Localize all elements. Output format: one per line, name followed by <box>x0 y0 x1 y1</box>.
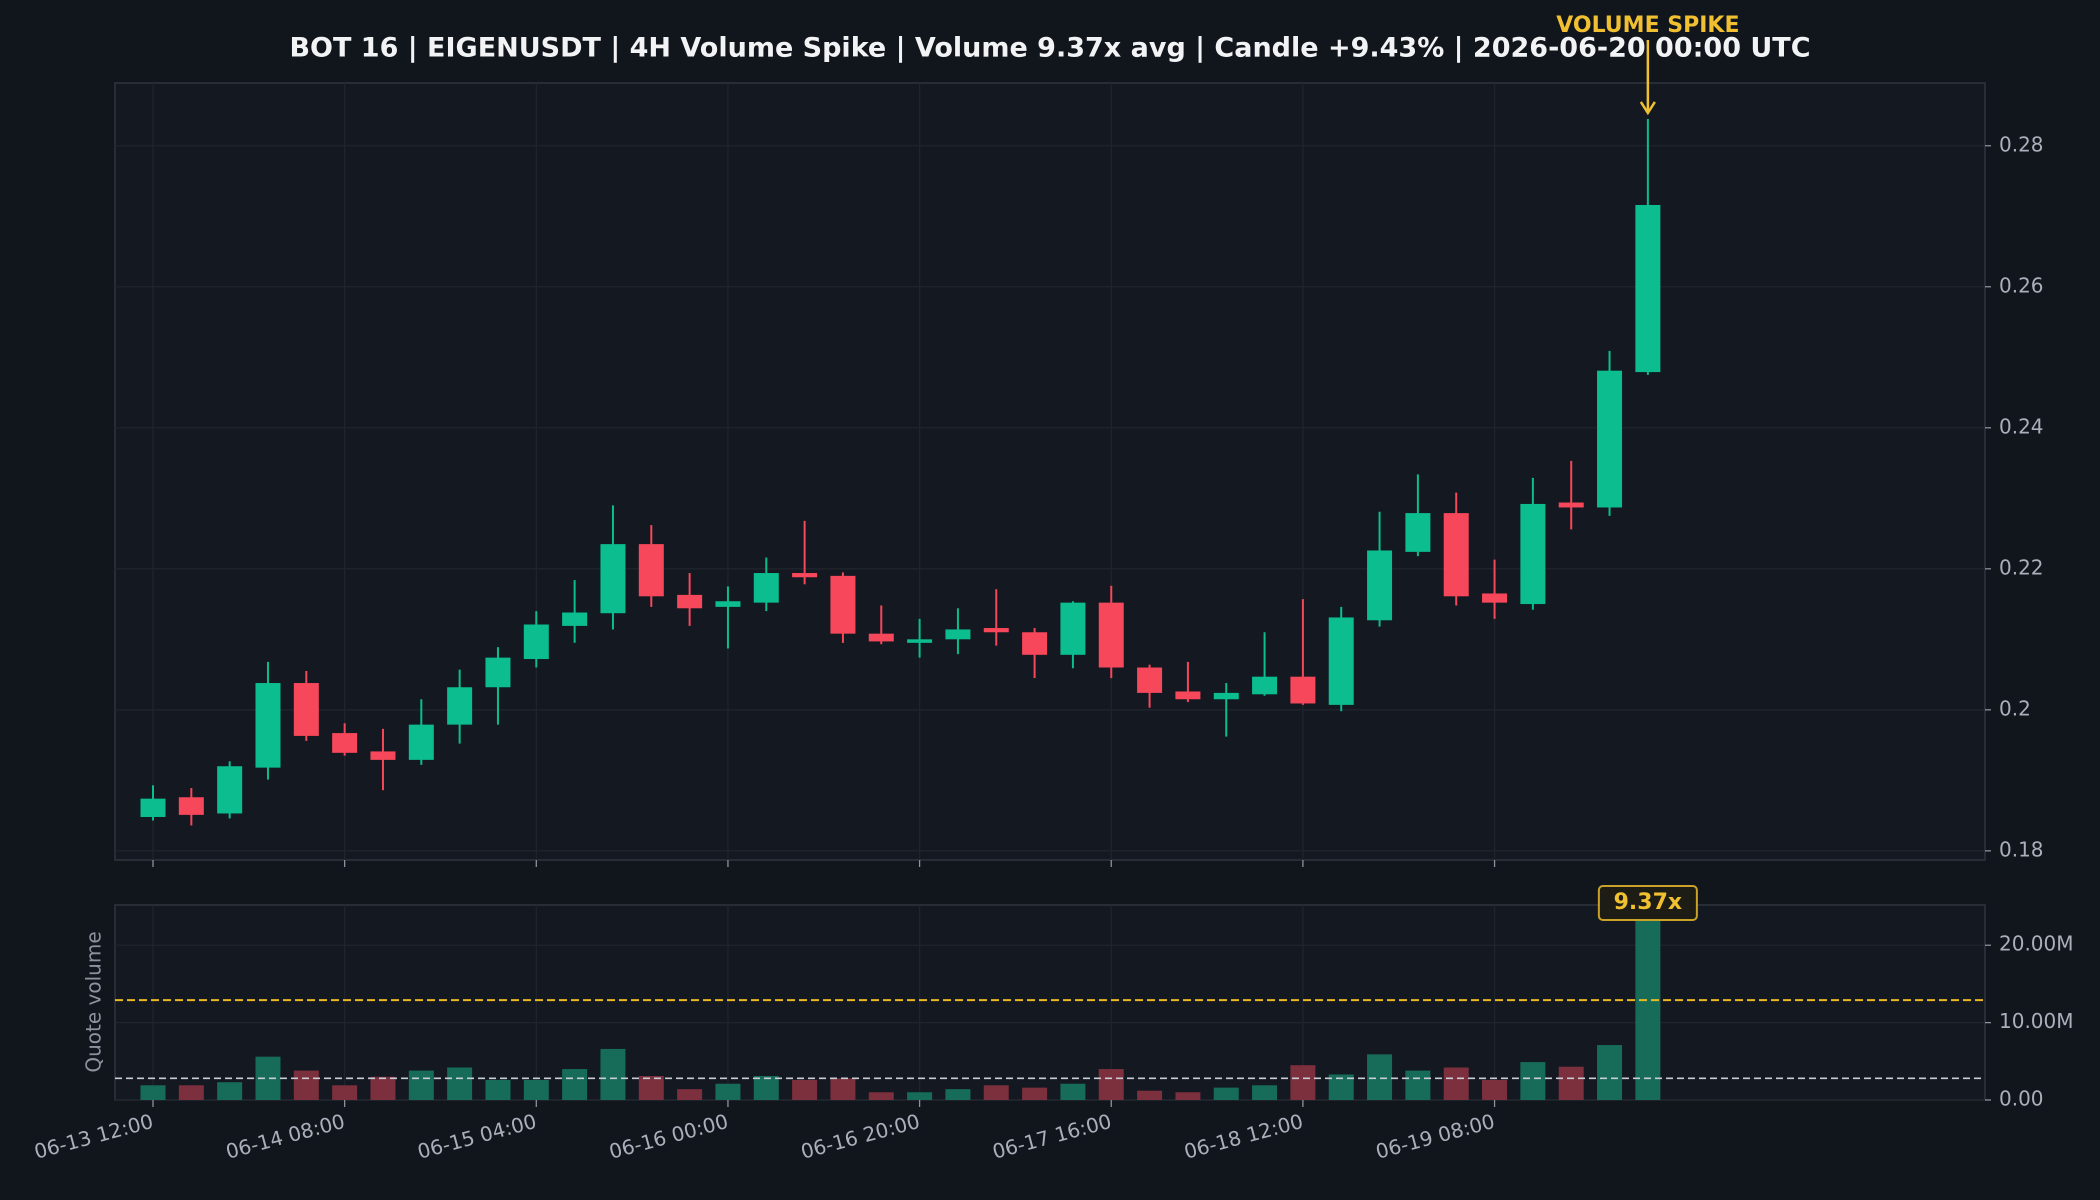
candle-body <box>868 633 894 642</box>
y-tick-label: 0.28 <box>1999 132 2044 156</box>
candle-body <box>217 766 243 814</box>
y-tick-label: 20.00M <box>1999 932 2074 956</box>
y-tick-label: 0.00 <box>1999 1087 2044 1111</box>
candle-body <box>1290 676 1316 704</box>
annotation: VOLUME SPIKE <box>1556 13 1739 38</box>
candle-body <box>1328 617 1354 705</box>
volume-bars <box>140 905 1661 1100</box>
candle-body <box>1252 676 1278 695</box>
candle-body <box>1022 632 1048 655</box>
spike-label: 9.37x <box>1614 890 1682 915</box>
volume-bar <box>1137 1090 1163 1100</box>
volume-panel <box>114 904 1986 1101</box>
volume-bar <box>830 1078 856 1100</box>
volume-bar <box>408 1070 434 1100</box>
candle-body <box>1482 593 1508 603</box>
volume-bar <box>638 1076 664 1100</box>
volume-bar <box>370 1076 396 1100</box>
candle-body <box>447 687 473 725</box>
candle-body <box>332 733 358 753</box>
candle-body <box>255 683 281 768</box>
volume-bar <box>293 1070 319 1100</box>
volume-bar <box>447 1067 473 1100</box>
volume-bar <box>1290 1065 1316 1100</box>
volume-bar <box>1482 1079 1508 1100</box>
candle-body <box>677 594 703 609</box>
volume-bar <box>1443 1067 1469 1100</box>
volume-bar <box>753 1076 779 1100</box>
volume-bar <box>983 1085 1009 1100</box>
candle-body <box>1635 204 1661 373</box>
volume-bar <box>1367 1054 1393 1100</box>
volume-bar <box>1175 1092 1201 1100</box>
candle-body <box>1213 692 1239 700</box>
candle-body <box>638 544 664 597</box>
candle-body <box>408 724 434 760</box>
candle-body <box>1060 602 1086 655</box>
volume-bar <box>792 1079 818 1100</box>
candle-body <box>523 624 549 660</box>
candle-body <box>1367 550 1393 621</box>
price-panel <box>114 82 1986 861</box>
candle-body <box>907 639 933 643</box>
candle-body <box>1405 513 1431 552</box>
candle-body <box>293 683 319 736</box>
candle-body <box>792 573 818 578</box>
volume-bar <box>178 1085 204 1100</box>
candle-body <box>715 601 741 607</box>
candle-body <box>983 628 1009 633</box>
volume-bar <box>907 1092 933 1100</box>
volume-bar <box>1060 1083 1086 1100</box>
candle-body <box>1558 502 1584 508</box>
volume-bar <box>945 1089 971 1100</box>
candle-body <box>485 657 511 688</box>
y-tick-label: 0.22 <box>1999 555 2044 579</box>
volume-bar <box>1520 1062 1546 1100</box>
y-tick-label: 0.26 <box>1999 273 2044 297</box>
candle-body <box>178 797 204 815</box>
volume-bar <box>1558 1066 1584 1100</box>
volume-bar <box>1213 1087 1239 1100</box>
volume-bar <box>1022 1087 1048 1100</box>
candle-body <box>1175 691 1201 700</box>
candle-body <box>945 629 971 640</box>
volume-bar <box>485 1079 511 1100</box>
candle-body <box>1098 602 1124 668</box>
volume-bar <box>562 1069 588 1100</box>
candle-body <box>600 544 626 614</box>
volume-bar <box>1098 1069 1124 1100</box>
spike-label-box <box>1597 885 1698 921</box>
volume-bar <box>1252 1085 1278 1100</box>
candle-body <box>1443 513 1469 597</box>
y-tick-label: 0.18 <box>1999 837 2044 861</box>
volume-bar <box>523 1079 549 1100</box>
candle-body <box>370 751 396 760</box>
candle-body <box>140 798 166 817</box>
candle-body <box>562 612 588 626</box>
volume-bar <box>1635 905 1661 1100</box>
y-tick-label: 0.24 <box>1999 414 2044 438</box>
candle-body <box>830 575 856 634</box>
volume-bar <box>715 1083 741 1100</box>
chart-title: BOT 16 | EIGENUSDT | 4H Volume Spike | V… <box>289 33 1810 64</box>
candle-body <box>1137 667 1163 693</box>
volume-bar <box>217 1082 243 1100</box>
annotation-arrowhead <box>1639 101 1656 116</box>
volume-bar <box>600 1048 626 1100</box>
candle-body <box>1520 503 1546 605</box>
candle-body <box>1597 370 1623 508</box>
volume-bar <box>868 1092 894 1100</box>
y-tick-label: 10.00M <box>1999 1009 2074 1033</box>
volume-bar <box>1405 1070 1431 1100</box>
y-axis-label: Quote volume <box>82 931 106 1072</box>
volume-bar <box>677 1089 703 1100</box>
volume-bar <box>1597 1045 1623 1100</box>
y-tick-label: 0.2 <box>1999 696 2031 720</box>
volume-bar <box>140 1085 166 1100</box>
volume-bar <box>332 1085 358 1100</box>
candle-body <box>753 573 779 603</box>
